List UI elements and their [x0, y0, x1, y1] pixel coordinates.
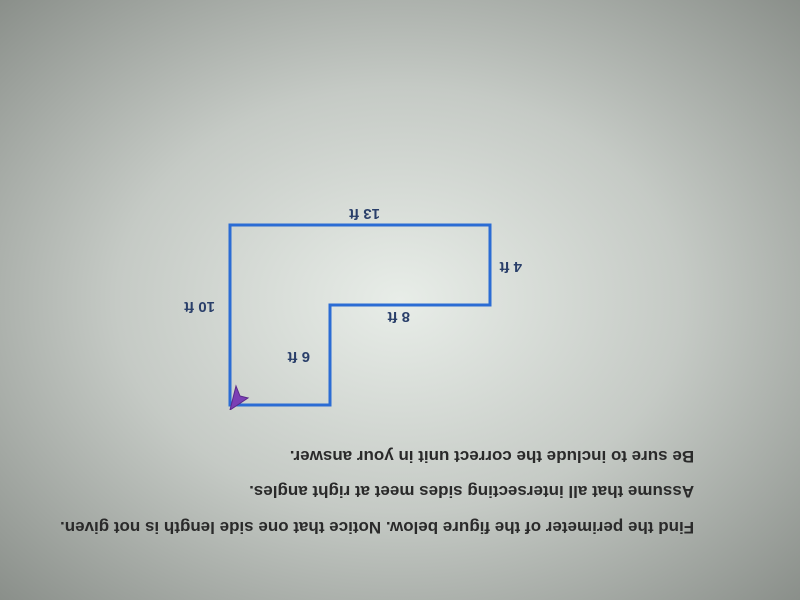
label-bottom: 13 ft — [349, 205, 380, 222]
problem-line-3: Be sure to include the correct unit in y… — [60, 444, 694, 470]
l-shape-polygon — [230, 225, 490, 405]
label-step-top: 8 ft — [388, 308, 411, 325]
problem-line-2: Assume that all intersecting sides meet … — [60, 479, 694, 505]
l-shape-svg — [170, 150, 530, 410]
label-step-side: 6 ft — [288, 348, 311, 365]
label-right: 10 ft — [184, 298, 215, 315]
label-left: 4 ft — [500, 258, 523, 275]
problem-line-1: Find the perimeter of the figure below. … — [60, 515, 694, 541]
geometry-figure: 13 ft 4 ft 8 ft 6 ft 10 ft — [170, 150, 530, 410]
problem-text: Find the perimeter of the figure below. … — [60, 434, 694, 541]
